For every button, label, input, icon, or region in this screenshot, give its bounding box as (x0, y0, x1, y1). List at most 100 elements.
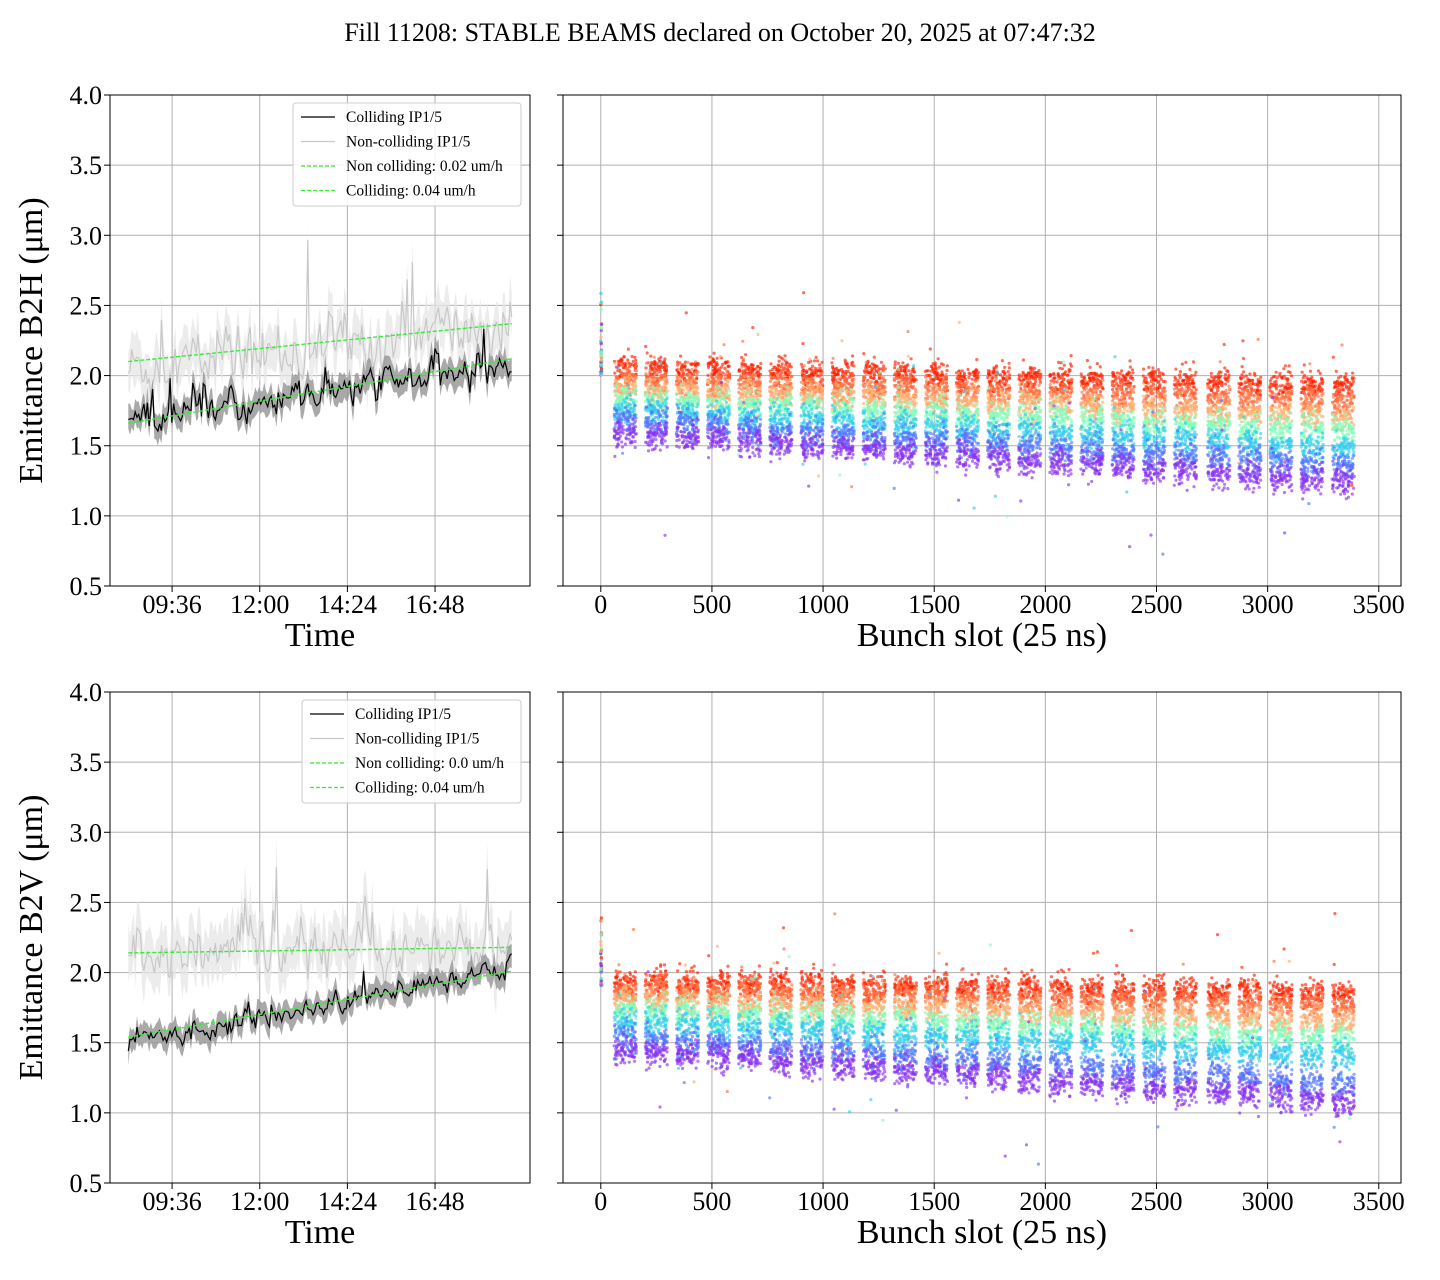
scatter-point (775, 366, 780, 370)
scatter-point (836, 438, 841, 443)
scatter-point (820, 451, 825, 455)
scatter-point (614, 375, 618, 379)
x-axis-label: Time (285, 617, 356, 654)
scatter-point (782, 452, 786, 456)
scatter-point (615, 408, 619, 412)
scatter-point (846, 423, 850, 427)
scatter-point (644, 405, 649, 409)
scatter-point (911, 367, 915, 372)
scatter-point (816, 390, 820, 394)
scatter-point (675, 403, 679, 407)
scatter-point (686, 391, 690, 395)
scatter-point (874, 407, 878, 411)
scatter-point (660, 438, 664, 442)
scatter-point (738, 444, 742, 449)
scatter-point (757, 397, 761, 402)
scatter-point (682, 430, 686, 434)
scatter-point (751, 451, 755, 455)
scatter-point (871, 391, 875, 395)
scatter-point (618, 397, 622, 401)
scatter-point (684, 311, 688, 315)
scatter-point (652, 355, 656, 359)
scatter-point (618, 430, 622, 434)
scatter-point (841, 443, 845, 447)
scatter-point (675, 360, 680, 364)
scatter-point (614, 382, 619, 387)
scatter-point (787, 365, 791, 369)
scatter-point (850, 372, 855, 376)
scatter-point (808, 390, 812, 394)
scatter-point (774, 423, 778, 428)
scatter-point (801, 443, 805, 447)
scatter-point (841, 373, 845, 377)
scatter-point (650, 398, 654, 402)
scatter-point (867, 393, 871, 397)
scatter-point (625, 369, 629, 373)
scatter-point (842, 410, 846, 414)
scatter-point (634, 363, 638, 367)
scatter-point (783, 359, 787, 363)
scatter-point (899, 406, 903, 410)
scatter-point (715, 435, 719, 439)
scatter-point (869, 375, 873, 379)
scatter-point (647, 377, 651, 381)
scatter-point (599, 353, 603, 357)
scatter-point (649, 385, 653, 389)
scatter-point (688, 372, 692, 376)
scatter-point (850, 354, 855, 358)
scatter-point (758, 381, 762, 385)
scatter-point (785, 425, 789, 429)
scatter-point (622, 428, 626, 432)
x-tick-label: 500 (692, 590, 731, 619)
scatter-point (835, 444, 840, 448)
scatter-point (721, 448, 726, 452)
scatter-point (625, 422, 629, 426)
scatter-point (695, 390, 699, 394)
scatter-point (692, 383, 696, 387)
scatter-point (662, 386, 667, 390)
scatter-point (720, 388, 724, 392)
scatter-point (893, 366, 897, 370)
scatter-point (726, 413, 730, 417)
scatter-point (679, 382, 683, 386)
legend-label: Colliding IP1/5 (346, 109, 442, 126)
scatter-point (909, 421, 913, 425)
scatter-point (780, 388, 784, 392)
scatter-point (622, 376, 626, 380)
scatter-point (623, 420, 627, 424)
scatter-point (615, 444, 620, 448)
scatter-point (904, 388, 909, 392)
scatter-point (870, 419, 874, 423)
scatter-point (810, 376, 814, 380)
scatter-point (818, 363, 822, 367)
scatter-point (872, 355, 876, 359)
scatter-point (690, 418, 694, 422)
scatter-point (752, 367, 756, 372)
scatter-point (628, 376, 632, 380)
scatter-point (653, 406, 657, 410)
scatter-point (820, 379, 824, 383)
scatter-point (844, 456, 848, 461)
scatter-point (803, 459, 807, 463)
legend-box (292, 102, 522, 207)
scatter-point (898, 442, 903, 446)
scatter-point (748, 389, 752, 393)
scatter-point (719, 415, 723, 419)
scatter-point (802, 412, 806, 416)
scatter-point (612, 427, 616, 431)
scatter-point (747, 421, 751, 426)
scatter-point (799, 430, 803, 434)
scatter-point (665, 414, 669, 418)
scatter-point (722, 427, 726, 431)
scatter-point (883, 442, 887, 446)
scatter-point (718, 391, 722, 396)
scatter-point (715, 356, 719, 360)
scatter-point (899, 418, 903, 422)
scatter-point (627, 437, 631, 441)
scatter-point (906, 329, 910, 334)
scatter-point (600, 326, 604, 330)
scatter-point (690, 367, 694, 371)
scatter-point (644, 440, 648, 444)
scatter-point (697, 399, 701, 403)
scatter-point (715, 399, 719, 403)
